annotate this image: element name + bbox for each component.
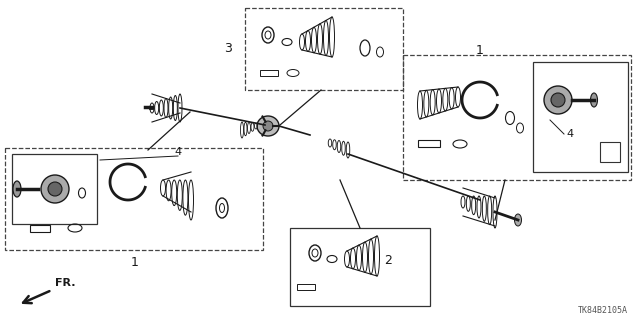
Bar [418,140,440,147]
Ellipse shape [515,214,522,226]
Bar [260,70,278,76]
Text: FR.: FR. [55,278,76,288]
Bar [30,225,50,232]
Ellipse shape [257,116,279,136]
Ellipse shape [48,182,62,196]
Text: 4: 4 [566,129,573,139]
Text: 2: 2 [384,253,392,267]
Ellipse shape [551,93,565,107]
Ellipse shape [41,175,69,203]
Ellipse shape [591,93,598,107]
Bar [403,55,631,180]
Text: 3: 3 [224,42,232,54]
Bar [12,154,97,224]
Text: 1: 1 [131,255,139,268]
Bar [245,8,403,90]
Ellipse shape [263,121,273,131]
Text: 4: 4 [175,147,182,157]
Bar [5,148,263,250]
Text: TK84B2105A: TK84B2105A [578,306,628,315]
Ellipse shape [13,181,21,197]
Bar [290,228,430,306]
Text: 1: 1 [476,44,484,57]
Bar [533,62,628,172]
Ellipse shape [544,86,572,114]
Bar [297,284,315,290]
Bar [600,142,620,162]
